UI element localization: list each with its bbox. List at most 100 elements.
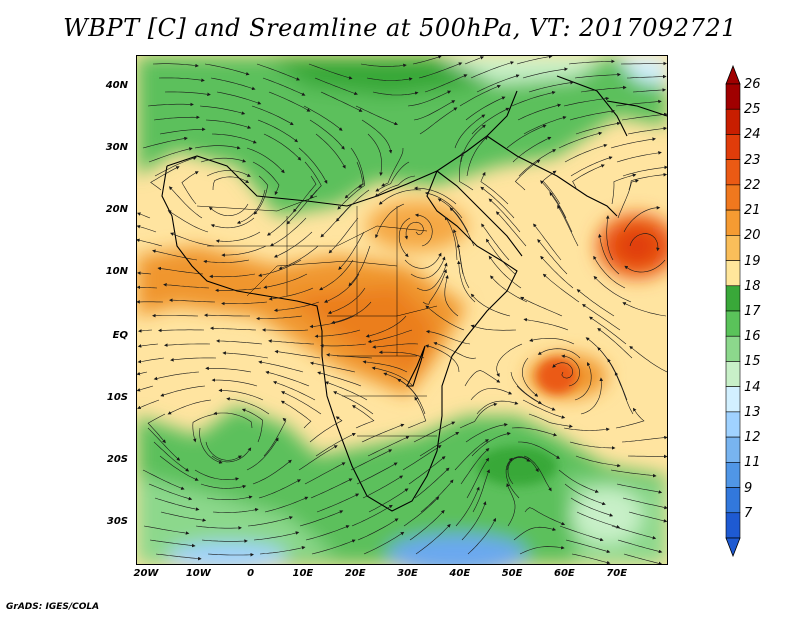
streamline <box>169 298 216 303</box>
streamline <box>616 151 662 163</box>
streamline <box>199 105 246 115</box>
streamline <box>616 483 663 494</box>
streamline <box>381 147 404 187</box>
streamline <box>485 238 516 275</box>
streamline <box>511 427 558 437</box>
streamline <box>218 388 264 401</box>
streamline <box>210 326 257 331</box>
lat-tick-label: 30S <box>106 516 128 527</box>
streamline <box>337 175 365 210</box>
streamline <box>212 507 259 513</box>
colorbar-swatch <box>725 260 741 287</box>
streamline <box>408 456 446 485</box>
colorbar-swatch <box>725 285 741 312</box>
streamline <box>542 170 561 205</box>
streamline <box>418 62 463 79</box>
streamline <box>524 507 566 526</box>
streamline <box>315 133 346 169</box>
streamline <box>152 249 198 261</box>
streamline <box>160 511 207 522</box>
streamline <box>268 91 311 112</box>
streamline <box>415 523 451 555</box>
streamline <box>632 88 667 93</box>
streamline <box>514 159 541 191</box>
colorbar-swatch <box>725 335 741 362</box>
streamline <box>331 301 372 325</box>
streamline <box>328 217 359 254</box>
colorbar-swatch <box>725 83 741 110</box>
streamline <box>488 255 522 289</box>
streamline <box>210 77 256 91</box>
streamline <box>607 358 628 401</box>
colorbar-swatch <box>725 310 741 337</box>
streamline <box>309 315 355 329</box>
streamline <box>629 345 667 373</box>
streamline <box>519 545 565 555</box>
lat-tick-label: 10N <box>105 266 128 277</box>
streamline <box>210 217 255 229</box>
streamline <box>460 447 490 485</box>
streamline <box>611 173 637 205</box>
streamline <box>589 316 627 345</box>
streamline <box>309 119 345 150</box>
streamline <box>148 147 193 163</box>
streamline <box>170 232 215 247</box>
streamline <box>327 287 366 315</box>
streamline <box>444 274 459 317</box>
streamline <box>247 516 293 527</box>
streamline <box>564 483 606 506</box>
streamline <box>211 133 257 144</box>
colorbar-label: 26 <box>744 77 761 92</box>
streamline <box>262 328 309 332</box>
streamline <box>506 456 539 473</box>
streamline <box>253 531 300 541</box>
streamline <box>413 100 456 121</box>
colorbar-label: 24 <box>744 127 761 143</box>
streamline <box>367 436 410 457</box>
streamline <box>516 56 553 65</box>
streamline <box>257 119 299 143</box>
streamline <box>459 84 501 107</box>
streamline <box>481 223 510 261</box>
streamline <box>259 546 306 555</box>
streamline <box>597 327 633 359</box>
streamline <box>324 381 368 401</box>
streamline <box>398 217 411 258</box>
streamline <box>510 371 542 404</box>
streamline <box>311 539 356 555</box>
streamlines <box>137 56 667 564</box>
streamline <box>568 59 615 65</box>
streamline <box>615 407 645 429</box>
streamline <box>614 371 634 415</box>
colorbar-label: 14 <box>744 379 761 395</box>
streamline <box>621 112 667 121</box>
streamline <box>402 445 442 471</box>
streamline <box>576 511 621 529</box>
streamline <box>575 455 621 468</box>
streamline <box>569 109 615 121</box>
colorbar-label: 9 <box>744 480 753 496</box>
streamline <box>455 486 480 527</box>
streamline <box>528 80 574 93</box>
streamline <box>520 296 563 317</box>
streamline <box>138 329 153 333</box>
streamline <box>308 63 353 80</box>
colorbar-swatch <box>725 134 741 160</box>
streamline <box>425 305 465 331</box>
streamline <box>154 497 200 511</box>
streamline <box>574 72 621 79</box>
streamline <box>361 119 393 154</box>
streamline <box>153 115 200 121</box>
colorbar-label: 18 <box>744 278 761 294</box>
streamline <box>444 216 458 261</box>
streamline <box>152 313 199 318</box>
streamline <box>137 238 163 247</box>
streamline <box>516 385 556 411</box>
streamline <box>200 157 247 163</box>
streamline <box>593 255 626 289</box>
streamline <box>267 203 301 236</box>
streamline <box>557 204 579 247</box>
streamline <box>617 179 639 219</box>
streamline <box>480 171 509 205</box>
streamline <box>598 233 620 275</box>
